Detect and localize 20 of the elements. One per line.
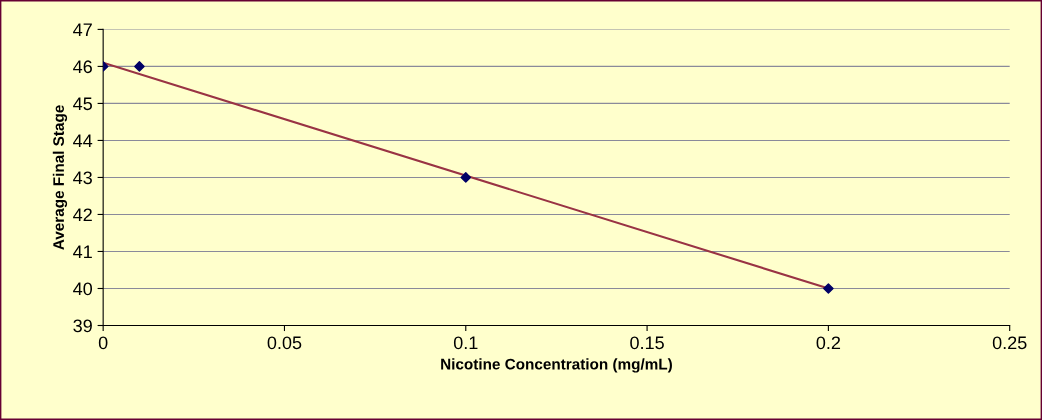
y-tick-label: 45	[73, 97, 92, 111]
y-axis-title: Average Final Stage	[52, 105, 68, 250]
y-tick-label: 42	[73, 208, 92, 221]
x-tick-label: 0	[98, 336, 108, 350]
x-tick-label: 0.05	[267, 336, 302, 350]
x-tick-label: 0.25	[992, 336, 1027, 350]
y-tick-label: 41	[73, 245, 92, 259]
y-tick-label: 40	[73, 282, 93, 296]
y-tick-label: 46	[73, 60, 92, 74]
y-tick-label: 47	[73, 23, 92, 36]
x-tick-label: 0.15	[630, 336, 664, 350]
x-tick-label: 0.1	[453, 336, 478, 350]
point	[460, 172, 472, 183]
y-tick-label: 43	[73, 171, 92, 185]
x-axis-title: Nicotine Concentration (mg/mL)	[441, 358, 672, 373]
y-tick-label: 44	[73, 134, 93, 147]
point	[134, 61, 145, 72]
y-tick-label: 39	[73, 319, 92, 333]
point	[823, 283, 834, 294]
x-tick-label: 0.2	[816, 336, 841, 350]
